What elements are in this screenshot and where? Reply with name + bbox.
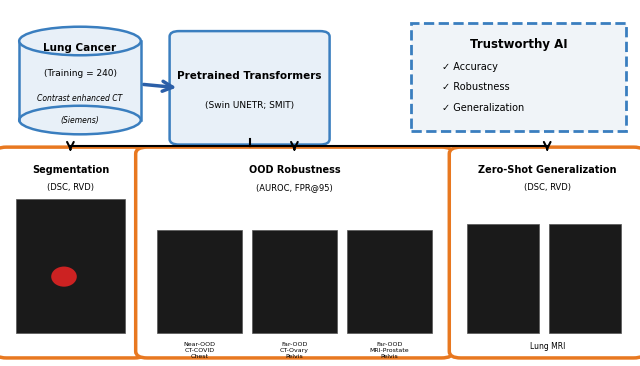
FancyBboxPatch shape <box>347 230 432 333</box>
Text: Pretrained Transformers: Pretrained Transformers <box>177 71 322 81</box>
Text: Trustworthy AI: Trustworthy AI <box>470 38 567 51</box>
Text: Segmentation: Segmentation <box>32 165 109 175</box>
Text: (Swin UNETR; SMIT): (Swin UNETR; SMIT) <box>205 101 294 110</box>
FancyBboxPatch shape <box>19 41 141 120</box>
Ellipse shape <box>19 27 141 55</box>
Ellipse shape <box>19 106 141 134</box>
FancyBboxPatch shape <box>16 199 125 333</box>
Text: (Siemens): (Siemens) <box>61 116 99 125</box>
FancyBboxPatch shape <box>411 23 626 131</box>
FancyBboxPatch shape <box>136 147 453 358</box>
Text: Zero-Shot Generalization: Zero-Shot Generalization <box>478 165 616 175</box>
Text: (DSC, RVD): (DSC, RVD) <box>47 183 94 192</box>
Text: Near-OOD
CT-COVID
Chest: Near-OOD CT-COVID Chest <box>184 342 216 359</box>
FancyBboxPatch shape <box>252 230 337 333</box>
Text: Lung MRI: Lung MRI <box>529 342 565 351</box>
Ellipse shape <box>19 27 141 55</box>
Text: ✓ Robustness: ✓ Robustness <box>442 82 509 92</box>
Text: Contrast enhanced CT: Contrast enhanced CT <box>37 94 123 103</box>
FancyBboxPatch shape <box>157 230 242 333</box>
FancyBboxPatch shape <box>467 224 540 333</box>
FancyBboxPatch shape <box>548 224 621 333</box>
FancyBboxPatch shape <box>0 147 146 358</box>
FancyBboxPatch shape <box>449 147 640 358</box>
Text: Far-OOD
CT-Ovary
Pelvis: Far-OOD CT-Ovary Pelvis <box>280 342 309 359</box>
Text: Lung Cancer: Lung Cancer <box>44 42 116 53</box>
Text: (DSC, RVD): (DSC, RVD) <box>524 183 571 192</box>
Text: Far-OOD
MRI-Prostate
Pelvis: Far-OOD MRI-Prostate Pelvis <box>369 342 409 359</box>
FancyBboxPatch shape <box>170 31 330 145</box>
Text: (Training = 240): (Training = 240) <box>44 69 116 78</box>
Text: OOD Robustness: OOD Robustness <box>248 165 340 175</box>
Text: ✓ Accuracy: ✓ Accuracy <box>442 61 497 72</box>
Text: ✓ Generalization: ✓ Generalization <box>442 102 524 113</box>
Ellipse shape <box>51 266 77 287</box>
Text: (AUROC, FPR@95): (AUROC, FPR@95) <box>256 183 333 192</box>
